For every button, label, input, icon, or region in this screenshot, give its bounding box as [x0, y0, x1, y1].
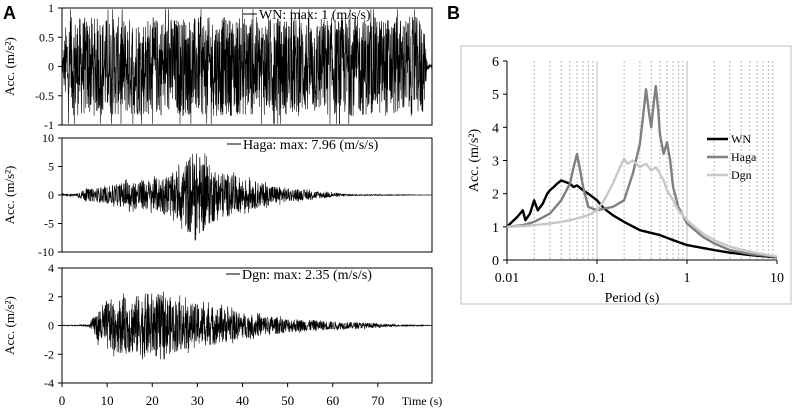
y-tick-label: 1: [492, 221, 499, 236]
y-axis-label: Acc. (m/s²): [2, 296, 17, 355]
y-tick-label: 10: [42, 131, 54, 145]
legend-label: Haga: max: 7.96 (m/s/s): [243, 138, 379, 153]
x-tick-label: 60: [326, 393, 339, 408]
x-axis-label: Time (s): [402, 394, 443, 408]
y-tick-label: -10: [38, 245, 54, 259]
x-tick-label: 20: [146, 393, 159, 408]
x-tick-label: 1: [684, 271, 691, 286]
acceleration-trace: [61, 291, 433, 360]
x-tick-label: 10: [770, 271, 784, 286]
y-axis-label: Acc. (m/s²): [2, 37, 17, 96]
y-tick-label: 2: [48, 290, 54, 304]
panel-a: -1 -0.5 0 0.5 1 Acc. (m/s²) WN: max: 1 (m/s/s)…: [2, 1, 442, 408]
y-tick-label: 3: [492, 155, 499, 170]
panel-b-frame: [460, 45, 792, 305]
y-tick-label: 0.5: [39, 30, 54, 44]
time-history-subplot-3: -4 -2 0 2 4 Acc. (m/s²) Dgn: max: 2.35 (m/s/s)…: [2, 261, 442, 408]
y-tick-label: 4: [48, 261, 54, 275]
y-tick-label: -4: [44, 376, 54, 390]
y-tick-label: 6: [492, 55, 499, 70]
panel-b-letter: B: [447, 3, 460, 23]
x-tick-label: 0.01: [495, 271, 520, 286]
y-tick-label: 0: [48, 60, 54, 74]
y-tick-label: 0: [48, 188, 54, 202]
panel-b: 0 1 2 3 4 5 6 0.01 0.1 1 10 Period (s) Acc. (m/s²) WN…: [460, 45, 792, 306]
y-tick-label: 5: [48, 160, 54, 174]
x-tick-label: 70: [371, 393, 384, 408]
y-tick-label: 0: [492, 254, 499, 269]
acceleration-trace: [61, 9, 433, 124]
legend-label: WN: max: 1 (m/s/s): [259, 8, 371, 23]
y-tick-label: 5: [492, 88, 499, 103]
y-tick-label: 4: [492, 121, 499, 136]
time-history-subplot-1: -1 -0.5 0 0.5 1 Acc. (m/s²) WN: max: 1 (m/s/s): [2, 1, 433, 132]
x-tick-label: 30: [191, 393, 204, 408]
y-tick-label: -0.5: [35, 89, 54, 103]
legend-label-wn: WN: [731, 132, 751, 146]
y-axis-label: Acc. (m/s²): [467, 129, 482, 193]
x-tick-label: 10: [101, 393, 114, 408]
x-axis-label: Period (s): [605, 291, 660, 306]
x-tick-label: 0.1: [588, 271, 606, 286]
y-axis-label: Acc. (m/s²): [2, 166, 17, 225]
series-line-wn: [506, 179, 778, 259]
y-tick-label: 1: [48, 1, 54, 15]
time-history-subplot-2: -10 -5 0 5 10 Acc. (m/s²) Haga: max: 7.96 (m/s…: [2, 131, 433, 259]
legend-label: Dgn: max: 2.35 (m/s/s): [242, 268, 372, 283]
legend-label-dgn: Dgn: [731, 168, 752, 182]
panel-a-letter: A: [3, 3, 16, 23]
series-line-dgn: [506, 157, 778, 258]
y-tick-label: -5: [44, 217, 54, 231]
x-tick-label: 40: [236, 393, 249, 408]
y-tick-label: 0: [48, 319, 54, 333]
y-tick-label: -2: [44, 347, 54, 361]
legend-label-haga: Haga: [731, 150, 757, 164]
x-tick-label: 50: [281, 393, 294, 408]
series-line-haga: [506, 84, 778, 258]
y-tick-label: 2: [492, 188, 499, 203]
acceleration-trace: [61, 153, 432, 241]
x-tick-label: 0: [59, 393, 66, 408]
y-tick-label: -1: [44, 118, 54, 132]
